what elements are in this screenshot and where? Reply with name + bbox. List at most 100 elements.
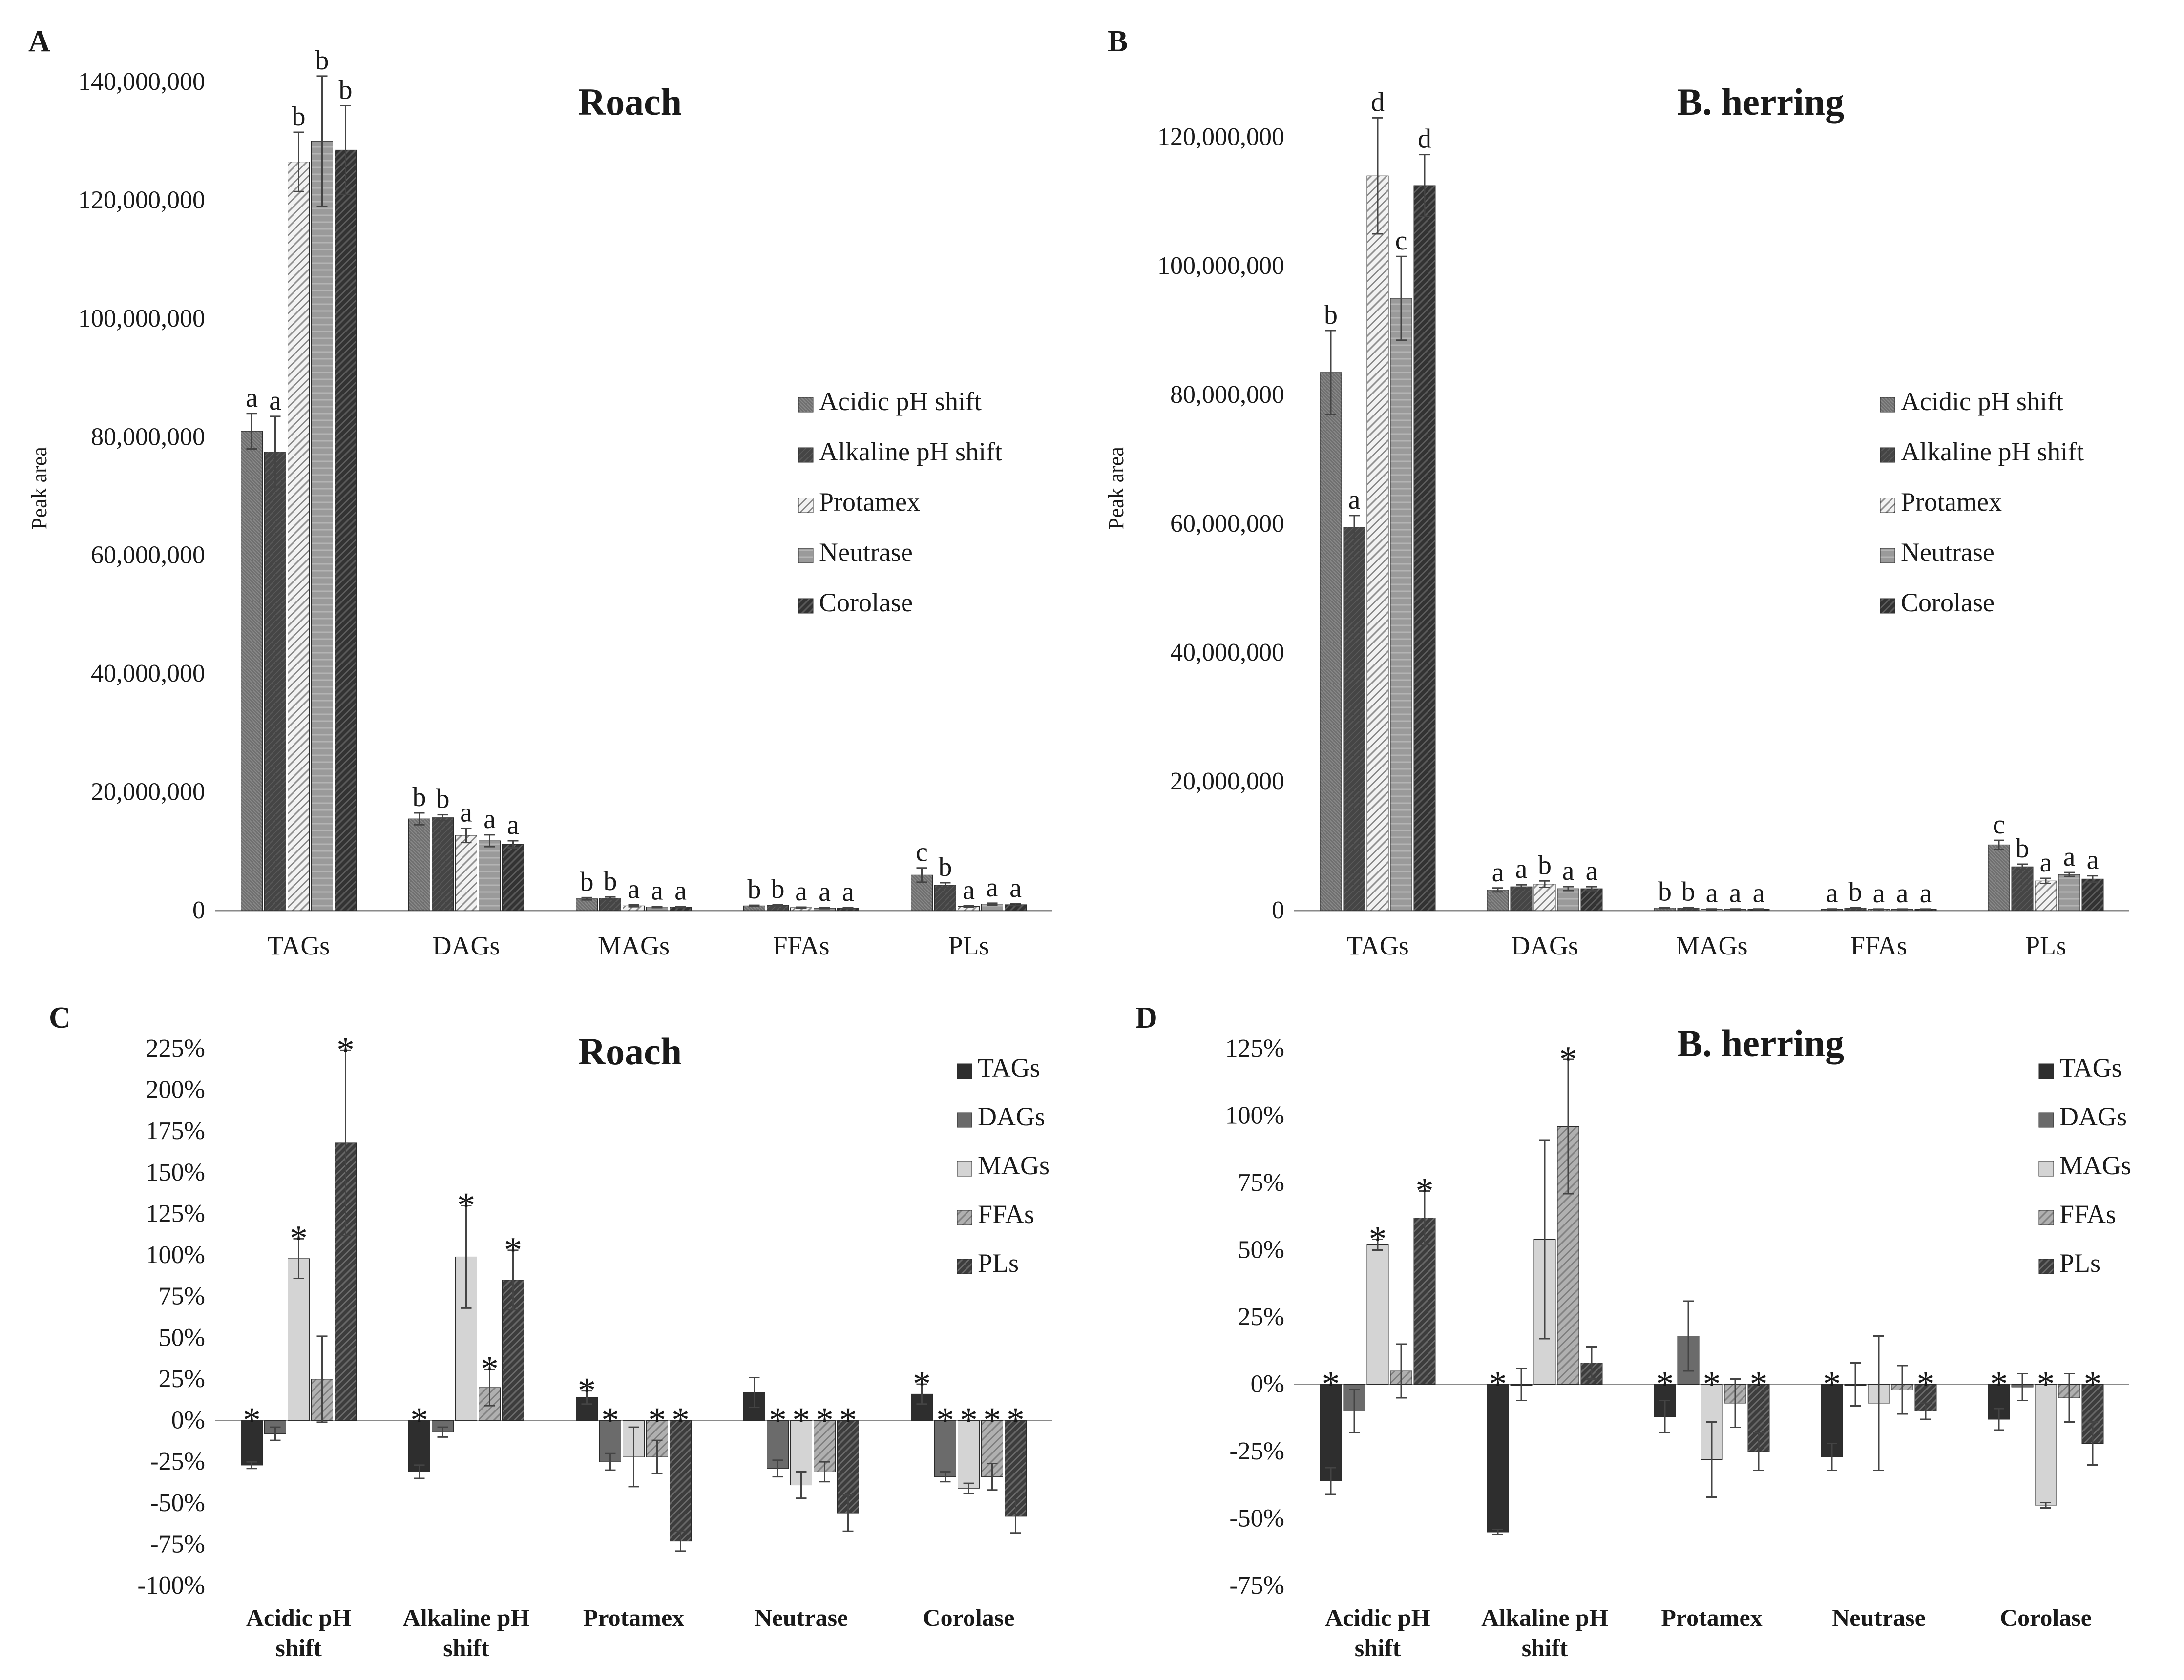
bar-tags-1	[408, 1420, 430, 1472]
x-tick-label: shift	[1522, 1634, 1568, 1661]
legend-label-pls: PLs	[2059, 1248, 2100, 1278]
panel-letter: B	[1108, 25, 1128, 58]
panel-letter: C	[49, 1001, 71, 1035]
chart-title: B. herring	[1677, 81, 1844, 123]
y-tick-label: 60,000,000	[1170, 510, 1284, 538]
bar-corolase-0	[1413, 185, 1436, 911]
significance-star: *	[1559, 1039, 1577, 1079]
legend-swatch-corolase	[798, 598, 814, 614]
significance-star: *	[481, 1349, 499, 1390]
significance-letter: a	[1729, 878, 1742, 909]
significance-star: *	[290, 1219, 308, 1259]
significance-star: *	[1369, 1220, 1387, 1260]
significance-letter: a	[507, 810, 519, 840]
significance-star: *	[336, 1030, 355, 1070]
bar-alkaline-0	[264, 452, 286, 911]
significance-letter: b	[1848, 877, 1862, 907]
significance-letter: b	[771, 874, 785, 904]
legend-swatch-pls	[2038, 1259, 2054, 1274]
y-tick-label: -75%	[150, 1530, 205, 1558]
legend-label-corolase: Corolase	[1901, 588, 1995, 617]
significance-star: *	[1750, 1365, 1768, 1405]
bar-mags-0	[288, 1258, 310, 1421]
x-tick-label: Corolase	[923, 1604, 1015, 1631]
significance-letter: a	[963, 875, 975, 905]
legend-label-alkaline: Alkaline pH shift	[819, 437, 1002, 466]
significance-star: *	[1823, 1365, 1841, 1405]
y-tick-label: -100%	[137, 1572, 205, 1599]
y-tick-label: 75%	[159, 1283, 205, 1310]
x-tick-label: PLs	[2025, 931, 2066, 960]
significance-letter: a	[1515, 854, 1528, 884]
significance-star: *	[2037, 1365, 2055, 1405]
significance-letter: b	[339, 75, 353, 105]
bar-tags-1	[1487, 1384, 1509, 1533]
x-tick-label: Alkaline pH	[1481, 1604, 1608, 1631]
significance-letter: a	[2040, 848, 2052, 878]
significance-letter: b	[1681, 877, 1695, 907]
y-tick-label: 150%	[146, 1159, 205, 1186]
significance-star: *	[1007, 1401, 1025, 1441]
significance-star: *	[1917, 1365, 1935, 1405]
y-tick-label: 50%	[159, 1324, 205, 1351]
significance-letter: a	[1586, 856, 1598, 886]
y-axis-label: Peak area	[27, 447, 51, 530]
significance-star: *	[578, 1371, 596, 1411]
significance-star: *	[1416, 1171, 1434, 1211]
significance-letter: a	[795, 876, 807, 907]
significance-letter: b	[580, 867, 594, 897]
bar-alkaline-1	[1510, 886, 1533, 911]
significance-letter: a	[1896, 878, 1909, 909]
significance-star: *	[457, 1186, 475, 1226]
significance-star: *	[792, 1401, 810, 1441]
legend-swatch-ffas	[2038, 1210, 2054, 1225]
y-tick-label: 80,000,000	[91, 423, 205, 451]
legend-swatch-dags	[2038, 1112, 2054, 1128]
significance-letter: a	[246, 383, 258, 413]
bar-neutrase-4	[2058, 874, 2080, 911]
significance-letter: b	[2016, 833, 2029, 864]
x-tick-label: TAGs	[268, 931, 330, 960]
y-tick-label: -50%	[1229, 1505, 1284, 1533]
legend-swatch-neutrase	[798, 548, 814, 563]
significance-letter: a	[2063, 842, 2076, 872]
panel-c: C Roach -100% -75% -50% -25% 0% 25% 50% 75% 100% 12…	[49, 1001, 1052, 1661]
y-tick-label: 200%	[146, 1076, 205, 1104]
bar-tags-0	[241, 1420, 263, 1466]
significance-letter: a	[842, 877, 854, 907]
legend-label-mags: MAGs	[2059, 1151, 2131, 1180]
legend-label-corolase: Corolase	[819, 588, 913, 617]
significance-letter: b	[1538, 850, 1552, 880]
significance-letter: d	[1371, 87, 1385, 117]
x-tick-label: PLs	[948, 931, 989, 960]
bar-acidic-0	[241, 431, 263, 911]
significance-letter: a	[674, 876, 687, 906]
significance-star: *	[1990, 1365, 2008, 1405]
bar-acidic-1	[408, 818, 430, 911]
x-tick-label: DAGs	[432, 931, 500, 960]
x-tick-label: shift	[443, 1634, 489, 1661]
legend-swatch-corolase	[1880, 598, 1895, 614]
y-tick-label: 75%	[1238, 1169, 1284, 1197]
legend-label-protamex: Protamex	[1901, 487, 2002, 517]
bar-neutrase-0	[1390, 298, 1412, 911]
legend-swatch-pls	[957, 1259, 972, 1274]
panel-d: D B. herring -75% -50% -25% 0% 25% 50% 75% 100% 12…	[1135, 1001, 2131, 1661]
legend-swatch-acidic	[798, 397, 814, 413]
bar-alkaline-2	[599, 898, 621, 911]
significance-star: *	[1322, 1365, 1340, 1405]
bar-protamex-0	[288, 162, 310, 911]
x-tick-label: DAGs	[1511, 931, 1578, 960]
y-tick-label: 100%	[1225, 1102, 1284, 1130]
x-tick-label: shift	[1355, 1634, 1401, 1661]
y-axis-label: Peak area	[1104, 447, 1128, 530]
legend-swatch-mags	[957, 1161, 972, 1177]
legend-label-acidic: Acidic pH shift	[819, 387, 982, 416]
bar-protamex-1	[455, 835, 477, 911]
y-tick-label: 25%	[1238, 1303, 1284, 1331]
significance-letter: b	[436, 784, 450, 814]
chart-title: Roach	[578, 1030, 682, 1073]
significance-letter: a	[460, 798, 472, 828]
bar-mags-0	[1366, 1244, 1389, 1385]
y-tick-label: 100,000,000	[78, 305, 205, 332]
